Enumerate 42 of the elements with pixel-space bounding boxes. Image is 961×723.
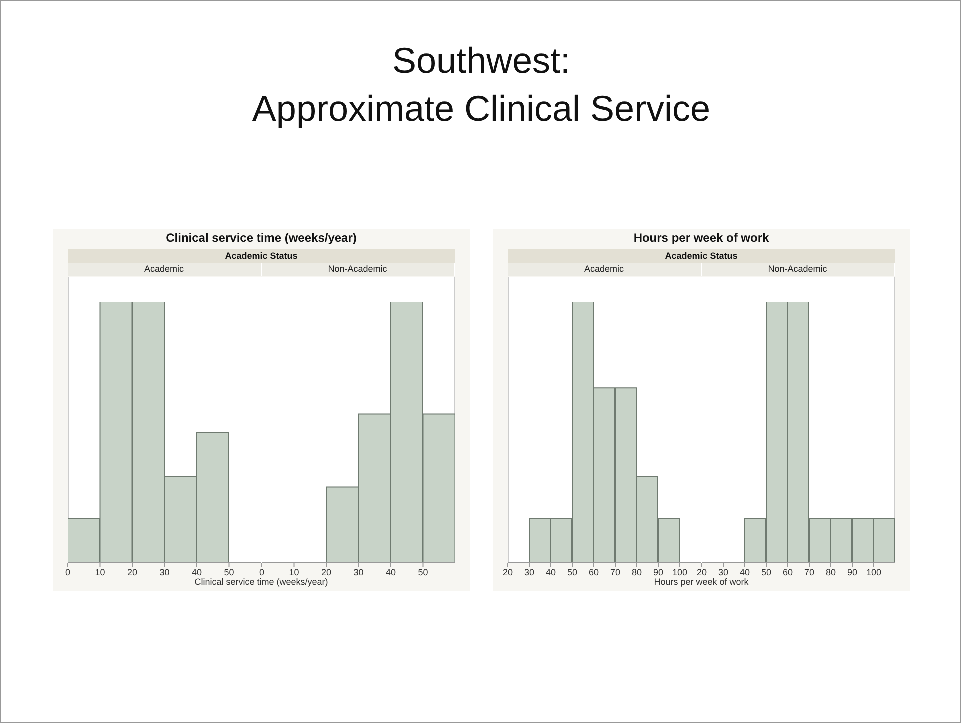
x-tick-label: 100 [866, 567, 882, 578]
x-tick-label: 40 [739, 567, 750, 578]
x-tick-label: 50 [567, 567, 578, 578]
x-tick-label: 30 [353, 567, 364, 578]
x-tick-label: 80 [632, 567, 642, 578]
x-tick-label: 20 [502, 567, 514, 578]
x-tick-label: 40 [546, 567, 556, 578]
x-tick-label: 30 [718, 567, 728, 578]
x-tick-label: 10 [95, 567, 106, 578]
chart-title: Academic [68, 263, 262, 276]
legend-title: Academic Status [68, 249, 455, 263]
x-tick-label: 20 [127, 567, 138, 578]
x-tick-label: 80 [825, 567, 836, 578]
x-axis-title: Clinical service time (weeks/year) [194, 577, 330, 587]
chart-title: Non-Academic [702, 263, 895, 276]
x-tick-label: 40 [385, 567, 396, 578]
text: Approximate Clinical Service [251, 87, 712, 131]
x-tick-label: 0 [65, 567, 71, 578]
legend-title: Academic Status [508, 249, 895, 263]
x-tick-label: 50 [760, 567, 772, 578]
text: Southwest: [391, 39, 572, 83]
x-tick-label: 20 [696, 567, 707, 578]
chart-subtitle: Clinical service time (weeks/year) [165, 231, 358, 245]
x-tick-label: 60 [782, 567, 793, 578]
x-tick-label: 0 [258, 567, 264, 578]
x-tick-label: 60 [588, 567, 600, 578]
x-tick-label: 90 [846, 567, 858, 578]
x-tick-label: 70 [610, 567, 621, 578]
x-tick-label: 30 [160, 567, 170, 578]
x-tick-label: 40 [192, 567, 202, 578]
chart-title: Non-Academic [262, 263, 455, 276]
x-tick-label: 90 [653, 567, 664, 578]
chart-subtitle: Hours per week of work [632, 231, 770, 245]
x-tick-label: 10 [288, 567, 299, 578]
x-tick-label: 100 [672, 567, 688, 578]
x-tick-label: 20 [320, 567, 332, 578]
x-tick-label: 50 [224, 567, 234, 578]
chart-title: Academic [508, 263, 702, 276]
x-tick-label: 50 [418, 567, 428, 578]
x-axis-title: Hours per week of work [653, 577, 750, 587]
x-tick-label: 30 [524, 567, 535, 578]
x-tick-label: 70 [804, 567, 814, 578]
